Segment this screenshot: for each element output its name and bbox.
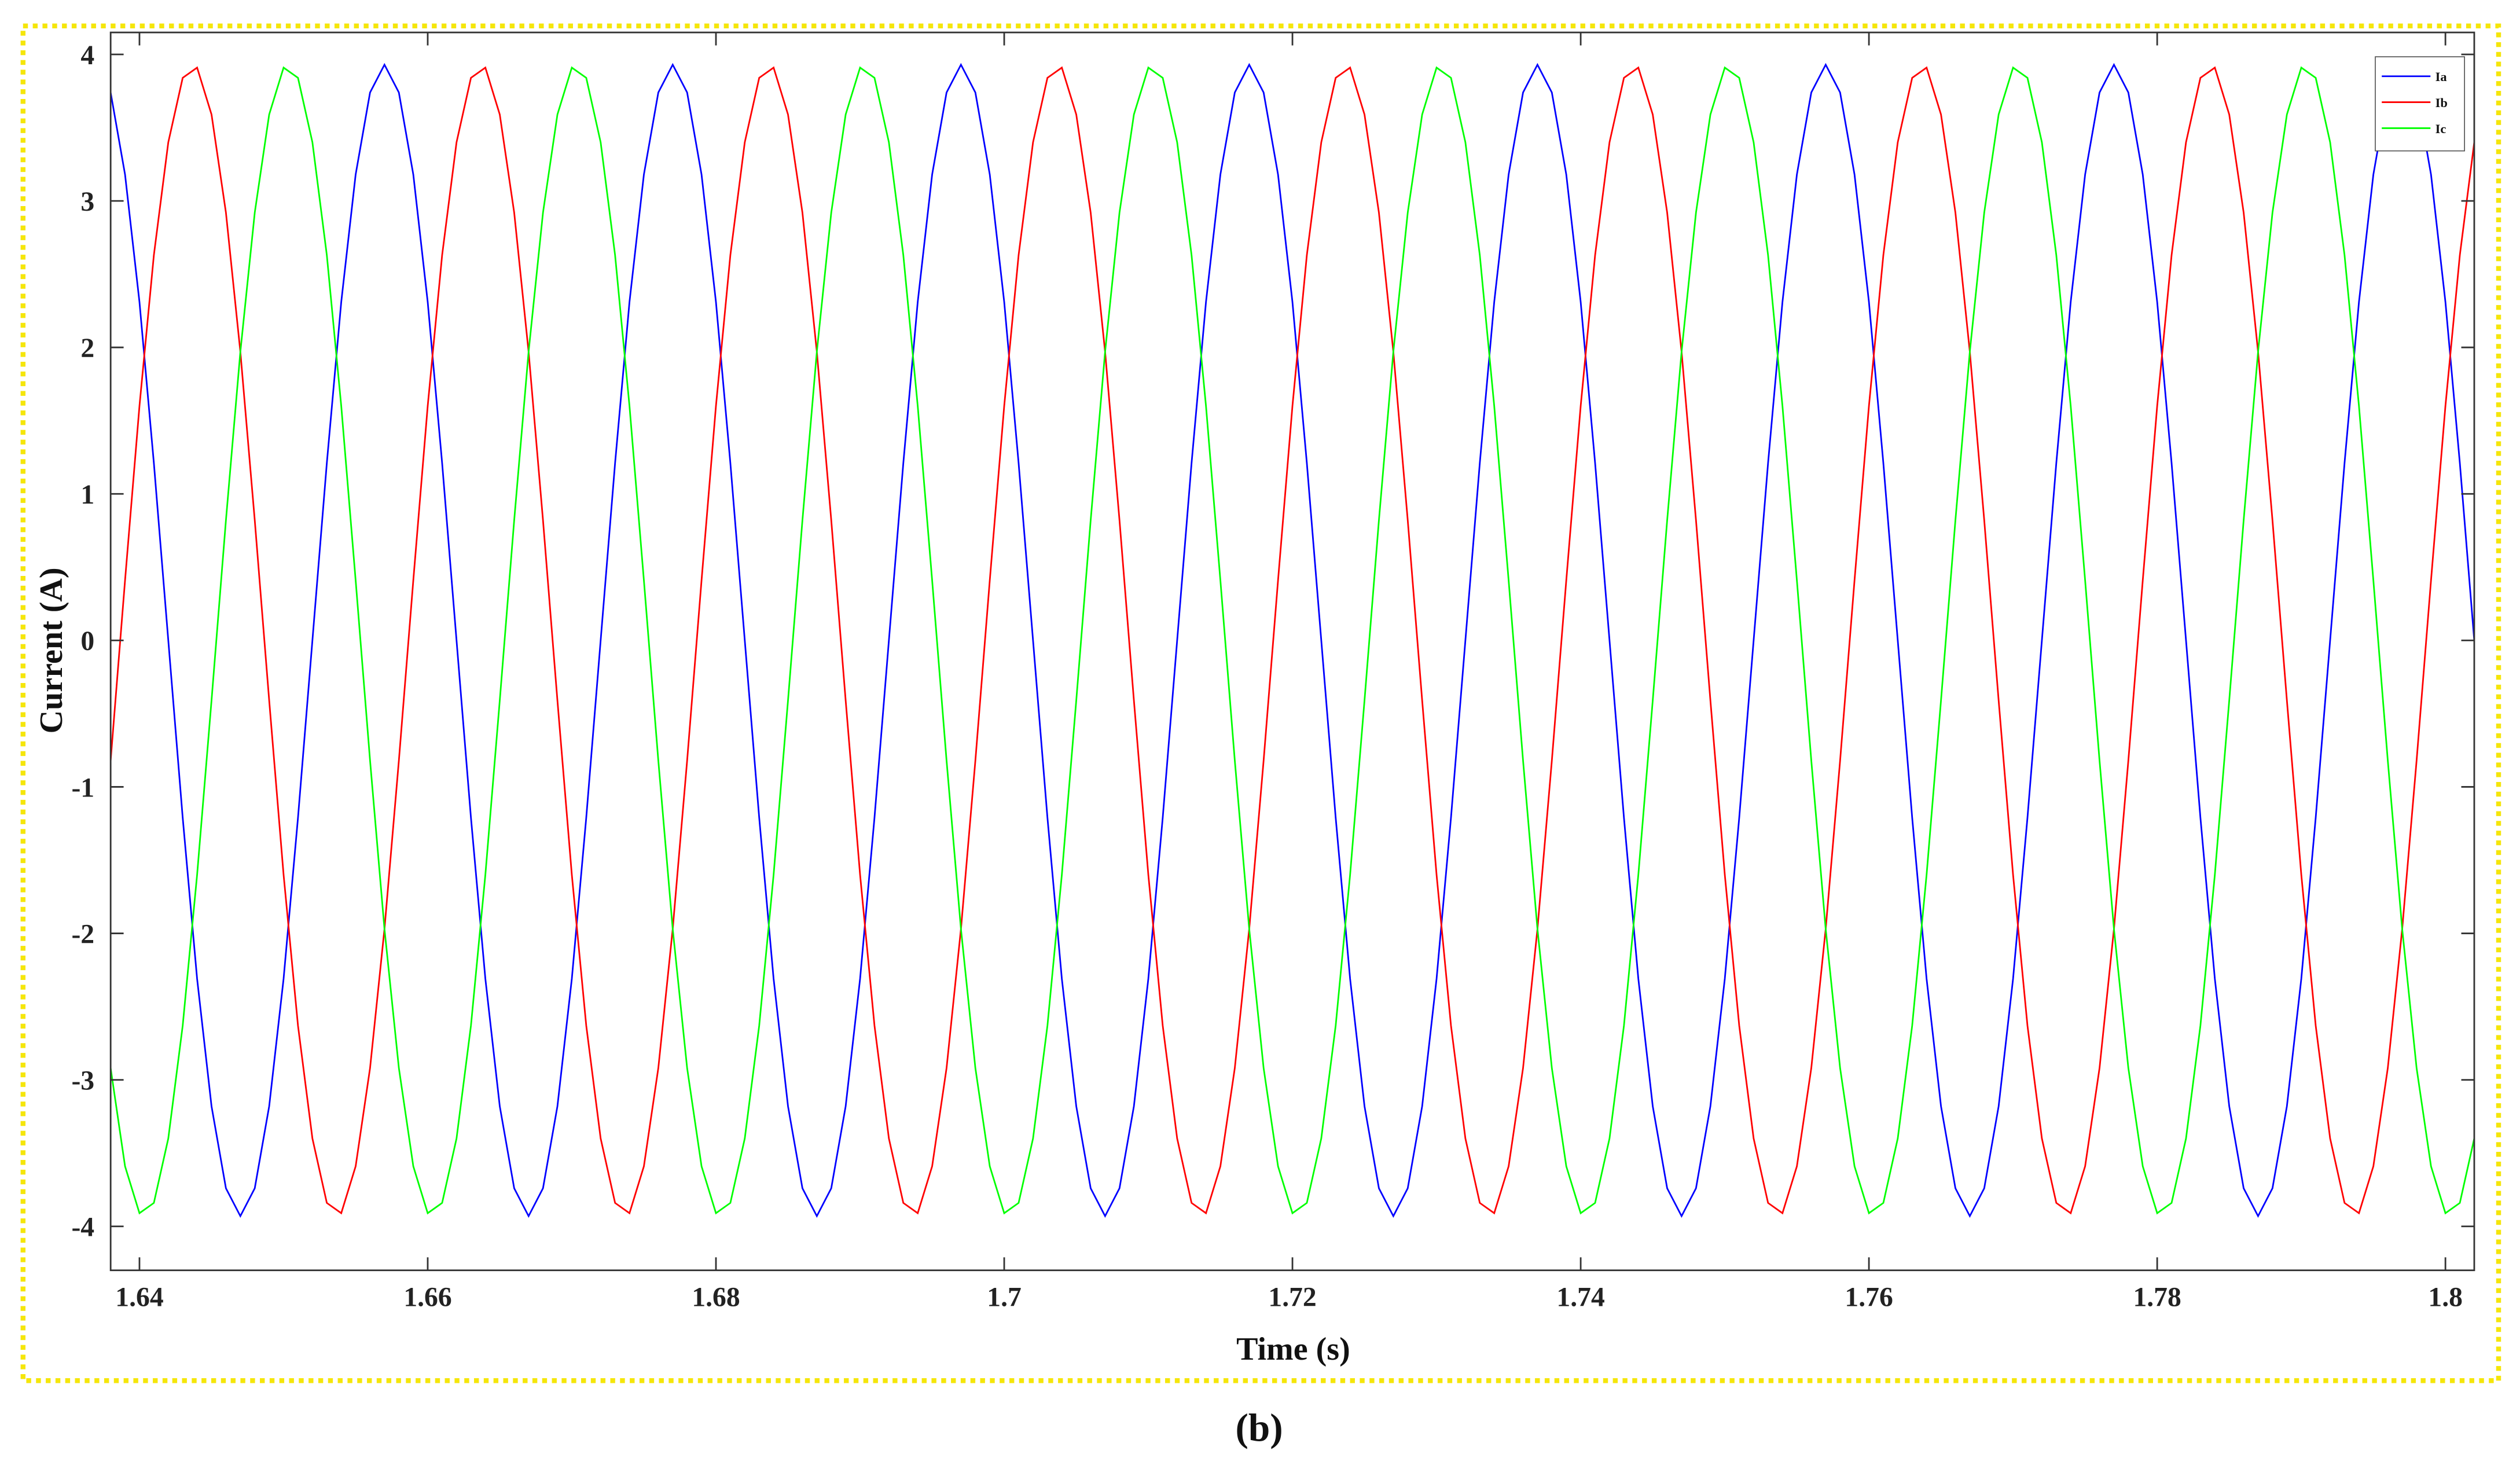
y-tick-label: 4 xyxy=(80,41,94,71)
x-tick-label: 1.8 xyxy=(2428,1282,2463,1312)
y-tick-label: -1 xyxy=(71,773,94,803)
legend-label: Ib xyxy=(2435,96,2448,110)
series-line xyxy=(111,66,2474,1215)
x-tick-label: 1.68 xyxy=(692,1282,740,1312)
y-axis-label: Current (A) xyxy=(34,567,69,733)
y-tick-label: 3 xyxy=(80,187,94,217)
x-tick-label: 1.66 xyxy=(403,1282,451,1312)
x-tick-label: 1.64 xyxy=(115,1282,163,1312)
legend-box xyxy=(2375,56,2465,152)
plot-lines xyxy=(111,63,2474,1218)
x-axis-label: Time (s) xyxy=(1236,1331,1350,1367)
x-tick-label: 1.78 xyxy=(2133,1282,2181,1312)
x-tick-label: 1.7 xyxy=(987,1282,1022,1312)
figure-border xyxy=(20,23,2501,1383)
y-tick-label: -2 xyxy=(71,919,94,949)
series-line xyxy=(111,63,2474,1218)
x-tick-label: 1.72 xyxy=(1268,1282,1316,1312)
legend-label: Ic xyxy=(2435,122,2446,136)
caption: (b) xyxy=(1235,1406,1283,1449)
y-tick-label: -4 xyxy=(71,1213,94,1243)
legend-label: Ia xyxy=(2435,69,2447,84)
series-line xyxy=(111,66,2474,1215)
x-tick-label: 1.76 xyxy=(1845,1282,1893,1312)
x-tick-label: 1.74 xyxy=(1556,1282,1604,1312)
y-tick-label: 2 xyxy=(80,333,94,364)
axes-box xyxy=(109,31,2475,1272)
y-tick-label: -3 xyxy=(71,1066,94,1096)
y-tick-label: 1 xyxy=(80,480,94,510)
y-tick-label: 0 xyxy=(80,626,94,656)
